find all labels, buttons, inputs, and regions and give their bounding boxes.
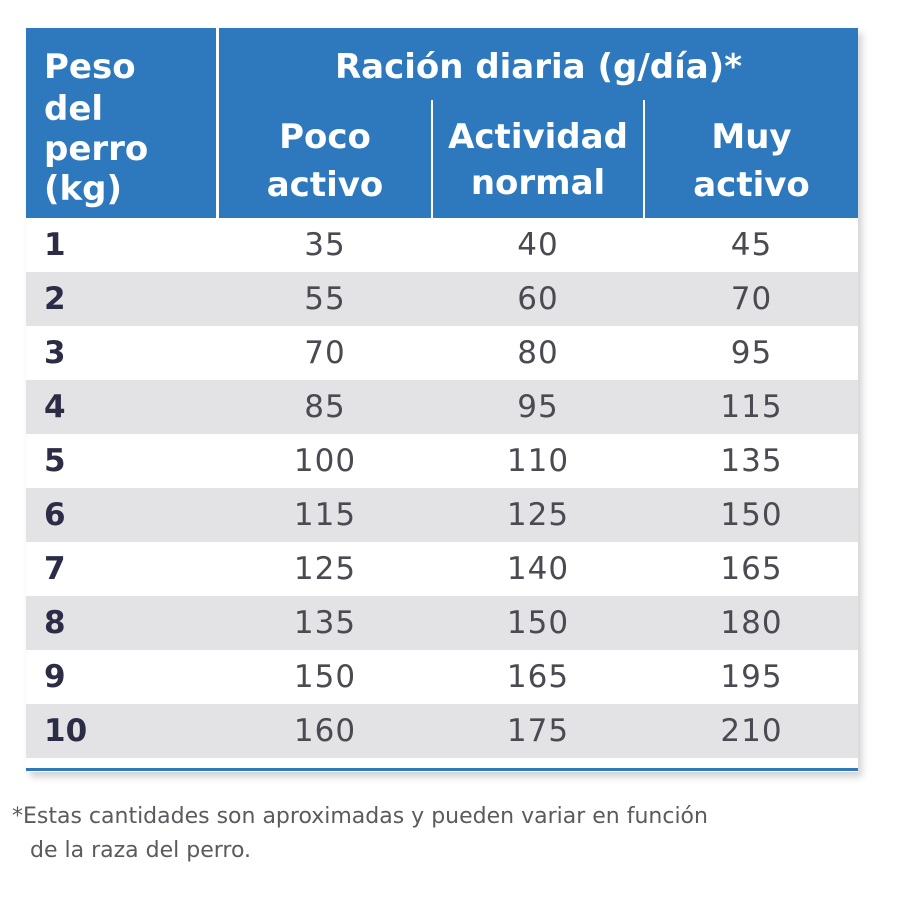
value-cell: 55 <box>304 281 346 317</box>
table-row: 9 150 165 195 <box>26 650 858 704</box>
weight-header-line-2: del <box>44 89 104 129</box>
value-cell: 135 <box>720 443 783 479</box>
weight-cell: 6 <box>44 497 66 533</box>
value-cell: 80 <box>517 335 559 371</box>
column-header-high-activity-line-2: activo <box>693 165 810 205</box>
header-divider <box>216 28 219 218</box>
weight-header-line-1: Peso <box>44 47 136 87</box>
weight-cell: 2 <box>44 281 66 317</box>
value-cell: 100 <box>293 443 357 479</box>
column-header-normal-activity: Actividad <box>448 117 628 157</box>
value-cell: 95 <box>730 335 773 371</box>
weight-cell: 5 <box>44 443 66 479</box>
value-cell: 70 <box>304 335 346 371</box>
weight-cell: 1 <box>44 227 66 263</box>
value-cell: 35 <box>304 227 346 263</box>
column-header-high-activity: Muy <box>711 117 792 157</box>
value-cell: 140 <box>506 551 570 587</box>
weight-header-line-4: (kg) <box>44 169 123 209</box>
value-cell: 45 <box>730 227 773 263</box>
column-header-normal-activity-line-2: normal <box>470 163 606 203</box>
footnote: *Estas cantidades son aproximadas y pued… <box>12 800 872 868</box>
weight-cell: 8 <box>44 605 66 641</box>
value-cell: 70 <box>730 281 773 317</box>
table-row: 1 35 40 45 <box>26 218 858 272</box>
value-cell: 110 <box>506 443 570 479</box>
weight-cell: 3 <box>44 335 66 371</box>
value-cell: 160 <box>293 713 357 749</box>
column-header-low-activity: Poco <box>279 117 371 157</box>
column-header-low-activity-line-2: activo <box>266 165 384 205</box>
value-cell: 150 <box>720 497 783 533</box>
weight-cell: 4 <box>44 389 66 425</box>
value-cell: 150 <box>293 659 357 695</box>
value-cell: 165 <box>720 551 783 587</box>
header-divider <box>431 100 433 218</box>
weight-cell: 10 <box>44 713 88 749</box>
value-cell: 180 <box>720 605 783 641</box>
value-cell: 195 <box>720 659 783 695</box>
value-cell: 210 <box>720 713 783 749</box>
footnote-line-2: de la raza del perro. <box>30 838 252 863</box>
weight-header-line-3: perro <box>44 129 149 169</box>
table-row: 10 160 175 210 <box>26 704 858 758</box>
table-row: 5 100 110 135 <box>26 434 858 488</box>
value-cell: 135 <box>293 605 357 641</box>
weight-cell: 7 <box>44 551 66 587</box>
header-divider <box>643 100 645 218</box>
value-cell: 150 <box>506 605 570 641</box>
value-cell: 125 <box>293 551 357 587</box>
table-header: Peso del perro (kg) Ración diaria (g/día… <box>26 28 858 218</box>
value-cell: 175 <box>506 713 570 749</box>
value-cell: 115 <box>720 389 783 425</box>
table-row: 6 115 125 150 <box>26 488 858 542</box>
value-cell: 40 <box>517 227 559 263</box>
table-row: 4 85 95 115 <box>26 380 858 434</box>
value-cell: 85 <box>304 389 346 425</box>
ration-table: Peso del perro (kg) Ración diaria (g/día… <box>26 28 858 772</box>
value-cell: 125 <box>506 497 570 533</box>
value-cell: 165 <box>506 659 570 695</box>
value-cell: 95 <box>517 389 559 425</box>
daily-ration-title: Ración diaria (g/día)* <box>334 47 743 87</box>
table-row: 7 125 140 165 <box>26 542 858 596</box>
table-row: 8 135 150 180 <box>26 596 858 650</box>
value-cell: 115 <box>293 497 357 533</box>
footnote-line-1: *Estas cantidades son aproximadas y pued… <box>12 804 708 829</box>
table-row: 3 70 80 95 <box>26 326 858 380</box>
table-row: 2 55 60 70 <box>26 272 858 326</box>
weight-cell: 9 <box>44 659 66 695</box>
value-cell: 60 <box>517 281 559 317</box>
table-bottom-rule <box>26 768 858 771</box>
